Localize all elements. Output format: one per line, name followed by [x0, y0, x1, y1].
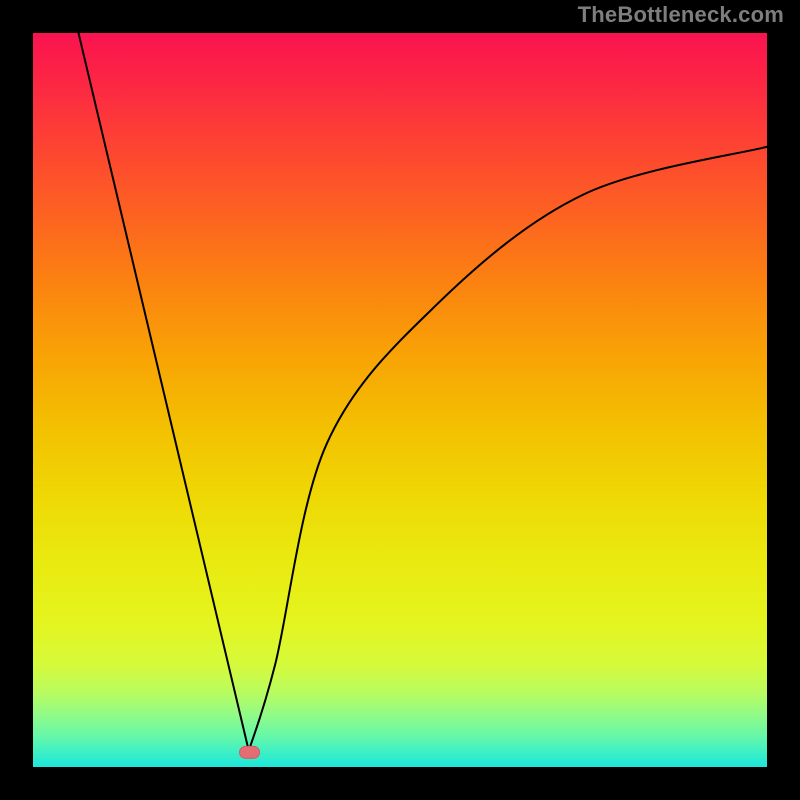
chart-container: TheBottleneck.com	[0, 0, 800, 800]
minimum-marker	[240, 746, 260, 758]
watermark-text: TheBottleneck.com	[578, 2, 784, 28]
bottleneck-curve-chart	[0, 0, 800, 800]
plot-area	[33, 33, 767, 767]
